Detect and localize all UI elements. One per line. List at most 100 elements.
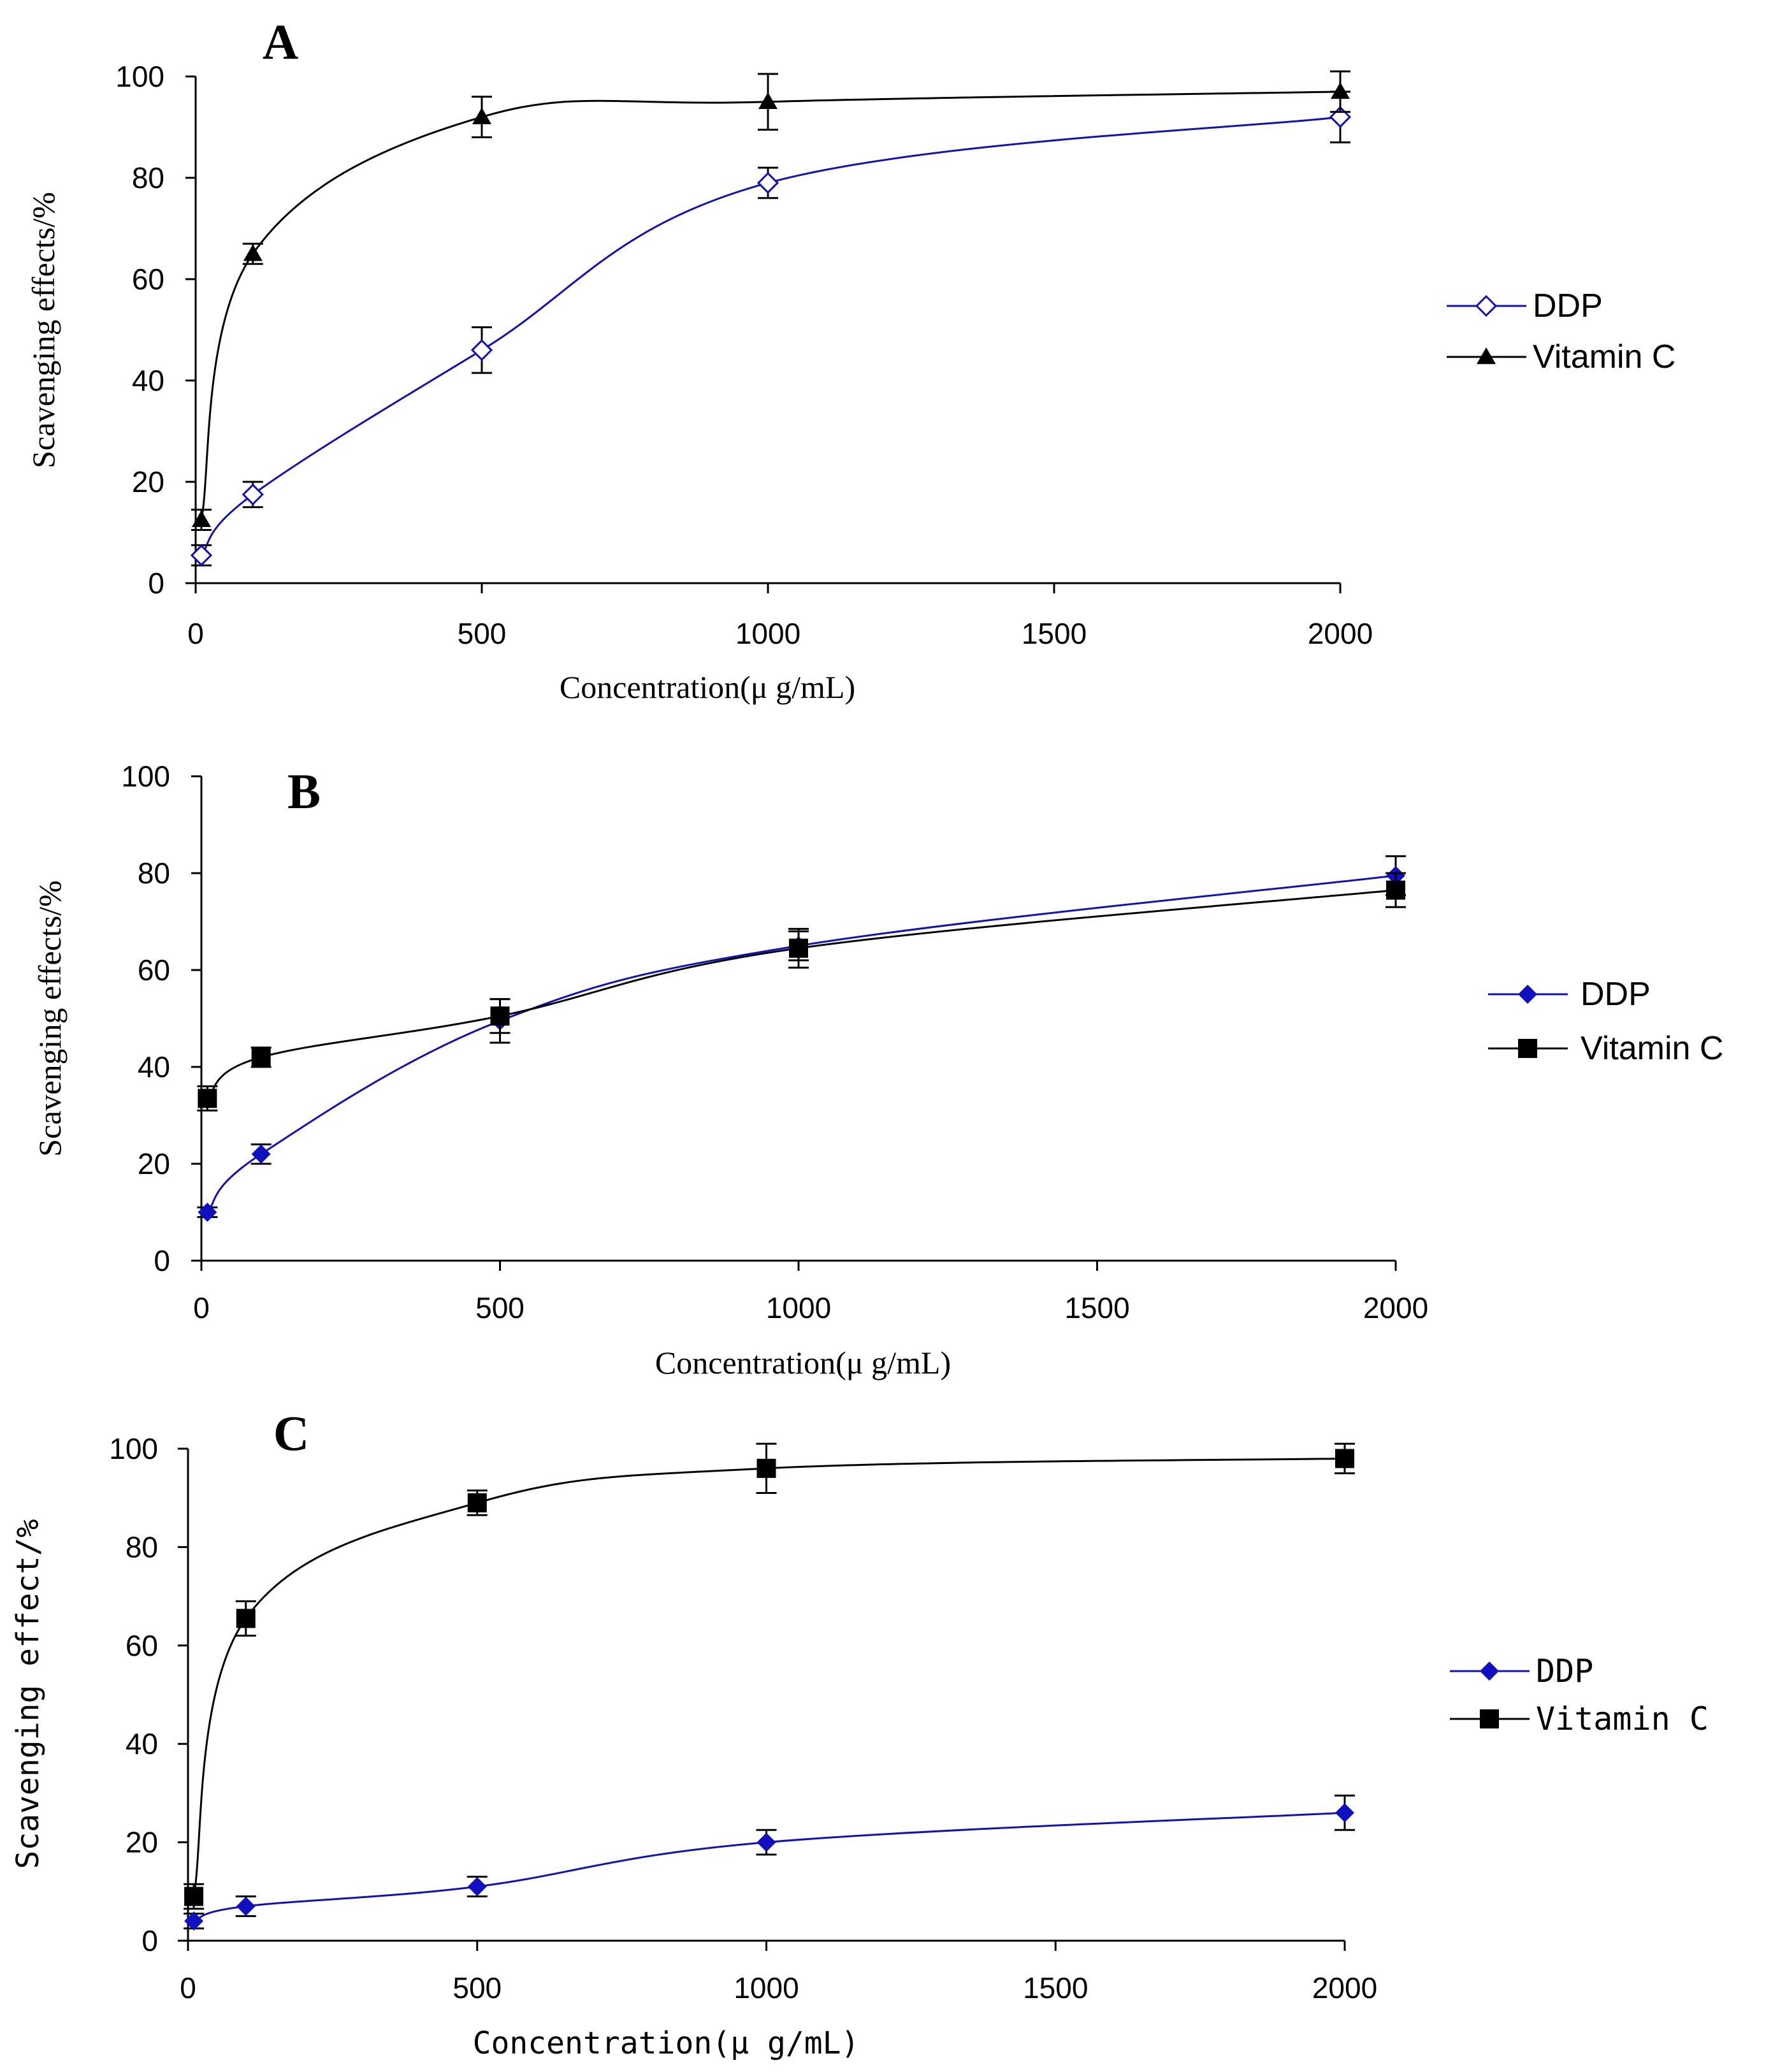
legend-entry: Vitamin C [1447,338,1675,375]
x-tick-label: 0 [180,1971,196,2004]
legend-label: DDP [1533,287,1603,324]
legend-marker [1480,1709,1499,1728]
data-point [1335,1803,1354,1823]
x-tick-label: 1000 [735,617,800,650]
legend-entry: Vitamin C [1450,1700,1709,1737]
data-point [490,1006,510,1026]
data-point [1386,880,1405,900]
legend-marker [1475,294,1498,317]
y-tick-label: 0 [148,567,164,600]
y-tick-label: 100 [115,60,164,93]
series-vitamin-c [191,70,1350,532]
panel-label: A [263,14,298,69]
data-point [758,92,778,109]
series-ddp [190,91,1352,567]
y-tick-label: 80 [126,1530,158,1563]
data-point [472,107,491,124]
y-tick-label: 40 [132,364,164,397]
data-point [236,1609,256,1628]
legend-entry: DDP [1488,976,1651,1013]
panel-label: B [287,764,321,819]
y-tick-label: 60 [126,1629,158,1662]
panel-label: C [273,1405,309,1461]
series-vitamin-c [197,872,1406,1112]
series-line [206,889,1396,1099]
data-point [198,1089,217,1108]
legend-label: DDP [1581,976,1651,1013]
y-tick-label: 0 [141,1924,158,1957]
data-point [190,544,213,567]
series-line [200,91,1341,520]
data-point [756,1832,776,1852]
x-axis-title: Concentration(μ g/mL) [560,669,855,705]
data-point [251,1047,271,1067]
y-axis-title: Scavenging effects/% [25,192,61,468]
data-point [184,1911,204,1931]
y-tick-label: 20 [138,1147,170,1180]
x-tick-label: 500 [458,617,507,650]
x-axis-title: Concentration(μ g/mL) [473,2025,860,2061]
y-axis-title: Scavenging effect/% [10,1519,46,1869]
x-tick-label: 1500 [1023,1971,1088,2004]
legend-label: DDP [1536,1653,1593,1690]
data-point [467,1877,487,1897]
series-line [206,874,1396,1213]
x-tick-label: 1000 [766,1291,831,1324]
x-axis-title: Concentration(μ g/mL) [655,1345,951,1380]
data-point [756,171,779,194]
x-tick-label: 1500 [1022,617,1087,650]
data-point [467,1493,487,1512]
legend-label: Vitamin C [1536,1700,1709,1737]
data-point [191,510,211,527]
y-tick-label: 40 [126,1727,158,1760]
x-tick-label: 2000 [1363,1291,1428,1324]
y-tick-label: 20 [132,465,164,498]
x-tick-label: 0 [193,1291,210,1324]
x-tick-label: 1500 [1064,1291,1129,1324]
legend-marker [1518,985,1537,1004]
y-tick-label: 60 [138,953,170,987]
data-point [242,483,264,505]
series-vitamin-c [184,1442,1355,1910]
y-axis-title: Scavenging effects/% [32,880,68,1157]
data-point [470,339,493,361]
data-point [236,1896,256,1916]
y-tick-label: 100 [121,760,170,793]
y-tick-label: 60 [132,263,164,296]
legend-entry: Vitamin C [1488,1030,1723,1067]
series-line [193,1811,1345,1922]
y-tick-label: 40 [138,1050,170,1083]
x-tick-label: 1000 [734,1971,799,2004]
y-tick-label: 0 [154,1244,170,1277]
legend-marker [1477,347,1496,365]
series-ddp [184,1794,1355,1931]
series-line [192,1457,1345,1897]
data-point [1331,82,1350,99]
data-point [243,244,263,261]
data-point [1335,1449,1354,1468]
legend-label: Vitamin C [1581,1030,1723,1067]
data-point [251,1144,271,1164]
x-tick-label: 500 [475,1291,525,1324]
legend-marker [1480,1662,1499,1681]
data-point [789,938,808,958]
x-tick-label: 0 [187,617,204,650]
legend-entry: DDP [1450,1653,1593,1690]
data-point [198,1203,217,1222]
series-ddp [197,855,1406,1222]
y-tick-label: 100 [109,1432,158,1465]
legend-entry: DDP [1447,287,1603,324]
data-point [184,1887,204,1906]
x-tick-label: 500 [452,1971,502,2004]
y-tick-label: 80 [132,161,164,194]
legend-label: Vitamin C [1533,338,1675,375]
x-tick-label: 2000 [1312,1971,1377,2004]
y-tick-label: 80 [138,857,170,890]
data-point [756,1458,776,1478]
x-tick-label: 2000 [1308,617,1373,650]
legend-marker [1518,1039,1537,1058]
